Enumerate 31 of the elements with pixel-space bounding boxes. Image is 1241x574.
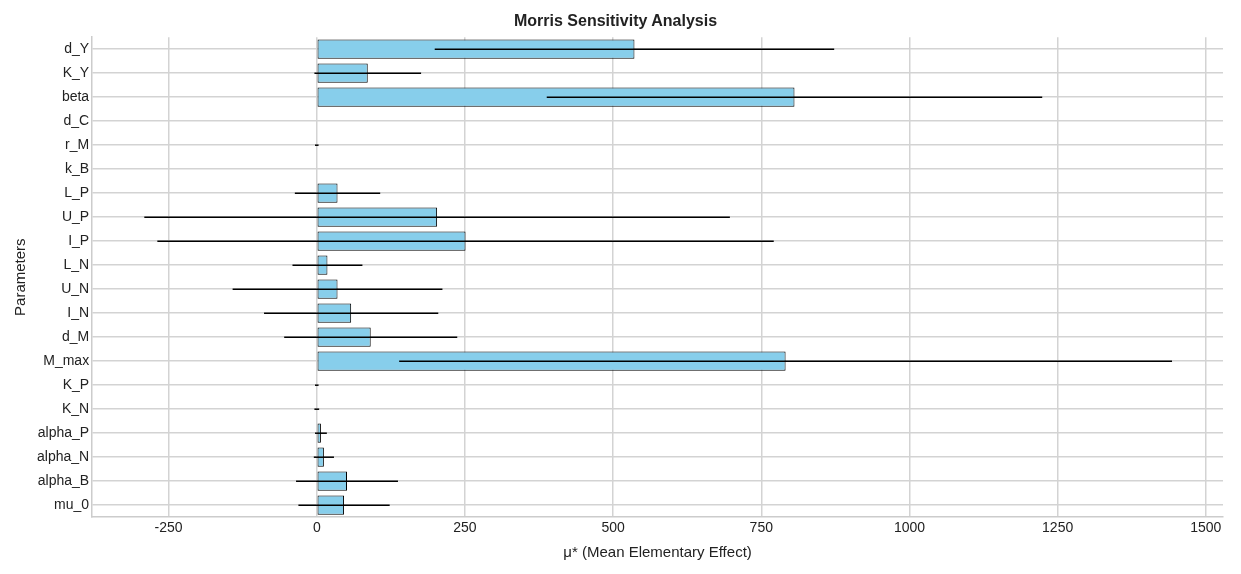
y-tick-label: M_max: [43, 352, 90, 369]
y-tick-label: K_Y: [62, 64, 90, 81]
x-tick-label: 500: [601, 519, 626, 536]
y-tick-label: d_Y: [64, 40, 90, 57]
y-tick-label: alpha_B: [37, 472, 90, 489]
y-tick-label: U_N: [61, 280, 90, 297]
x-tick-label: 1000: [893, 519, 926, 536]
x-tick-label: 250: [453, 519, 477, 536]
x-tick-label: 750: [749, 519, 774, 536]
x-axis-title: μ* (Mean Elementary Effect): [563, 543, 752, 561]
y-tick-label: alpha_N: [37, 448, 90, 465]
y-tick-label: U_P: [61, 208, 90, 225]
y-tick-label: d_M: [61, 328, 90, 345]
y-tick-label: alpha_P: [37, 424, 90, 441]
y-tick-label: I_P: [68, 232, 90, 249]
y-tick-label: L_N: [63, 256, 90, 273]
y-tick-label: beta: [61, 88, 90, 105]
y-tick-label: d_C: [63, 112, 90, 129]
x-tick-label: 0: [312, 519, 321, 536]
x-tick-label: 1250: [1042, 519, 1074, 536]
chart-title: Morris Sensitivity Analysis: [513, 12, 718, 30]
y-tick-label: k_B: [65, 160, 90, 177]
y-tick-label: L_P: [64, 184, 90, 201]
y-axis-title: Parameters: [11, 238, 29, 316]
y-tick-label: I_N: [67, 304, 90, 321]
x-tick-label: 1500: [1190, 519, 1222, 536]
x-tick-label: -250: [154, 519, 183, 536]
y-tick-label: K_P: [62, 376, 90, 393]
y-tick-label: r_M: [65, 136, 90, 153]
y-tick-label: K_N: [61, 400, 90, 417]
y-tick-label: mu_0: [54, 496, 90, 513]
